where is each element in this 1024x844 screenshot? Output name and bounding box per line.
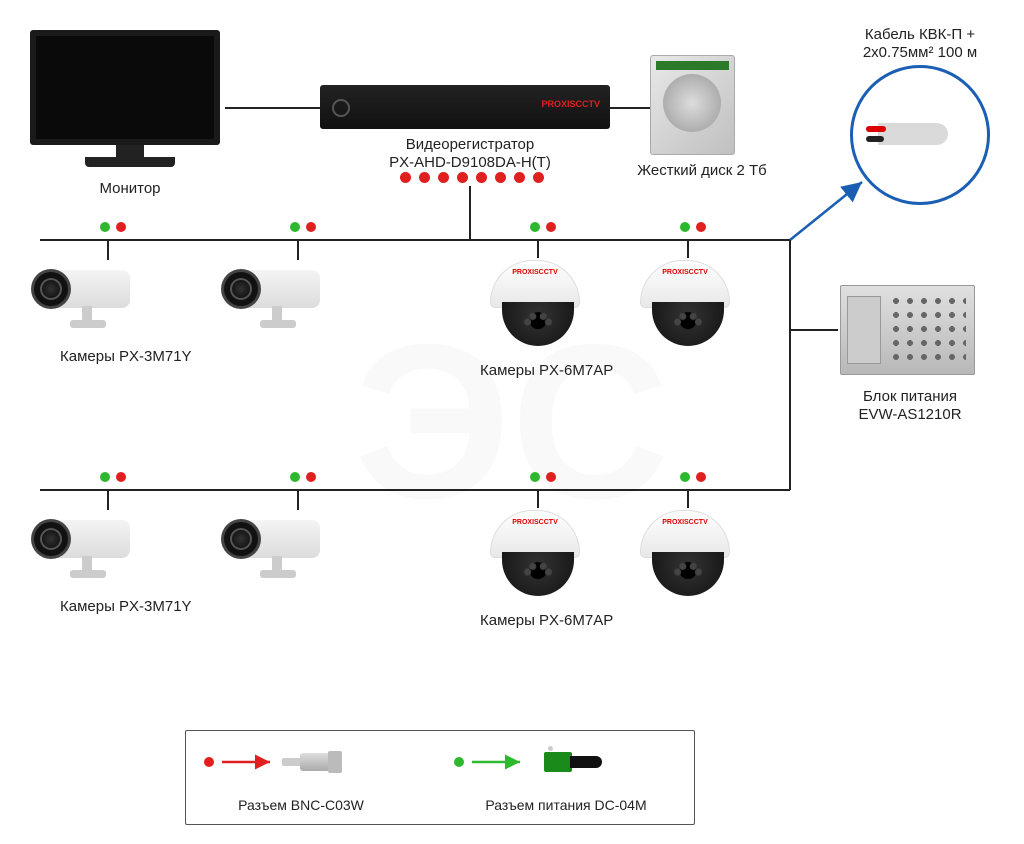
legend-bnc-label: Разъем BNC-C03W (216, 797, 386, 813)
bnc-connector-icon (286, 749, 346, 775)
bullet-camera-icon (230, 520, 350, 580)
connector-dots (680, 472, 706, 482)
dvr-port-dot (438, 172, 449, 183)
dvr-port-dot (495, 172, 506, 183)
legend-arrow-red (222, 754, 278, 770)
dome-camera-icon: PROXISCCTV (640, 260, 735, 355)
dome-camera-icon: PROXISCCTV (490, 510, 585, 605)
connector-dots (290, 472, 316, 482)
dome-label-1: Камеры PX-6M7AP (480, 362, 740, 379)
bullet-label-1: Камеры PX-3M71Y (60, 348, 320, 365)
dome-camera-icon: PROXISCCTV (490, 260, 585, 355)
dome-camera-icon: PROXISCCTV (640, 510, 735, 605)
legend-red-dot (204, 757, 214, 767)
connector-dots (530, 222, 556, 232)
dvr-port-dot (457, 172, 468, 183)
dvr-ports (400, 172, 544, 183)
psu-label-1: Блок питания (830, 388, 990, 405)
psu-icon (840, 285, 975, 375)
dvr-brand: PROXISCCTV (541, 99, 600, 109)
bullet-camera-icon (230, 270, 350, 330)
connector-dots (530, 472, 556, 482)
cable-label-1: Кабель КВК-П + (820, 26, 1020, 43)
connector-dots (100, 222, 126, 232)
dvr-icon: PROXISCCTV (320, 85, 610, 129)
dvr-port-dot (514, 172, 525, 183)
bullet-label-2: Камеры PX-3M71Y (60, 598, 320, 615)
legend-box: Разъем BNC-C03W Разъем питания DC-04M (185, 730, 695, 825)
monitor-icon (30, 30, 230, 180)
dvr-port-dot (533, 172, 544, 183)
dvr-port-dot (400, 172, 411, 183)
legend-arrow-green (472, 754, 528, 770)
dome-label-2: Камеры PX-6M7AP (480, 612, 740, 629)
monitor-label: Монитор (60, 180, 200, 197)
dvr-port-dot (419, 172, 430, 183)
connector-dots (680, 222, 706, 232)
hdd-label: Жесткий диск 2 Тб (622, 162, 782, 179)
cable-circle-icon (850, 65, 990, 205)
dvr-port-dot (476, 172, 487, 183)
diagram-canvas: Монитор PROXISCCTV Видеорегистратор PX-A… (0, 0, 1024, 844)
legend-green-dot (454, 757, 464, 767)
psu-label-2: EVW-AS1210R (830, 406, 990, 423)
bullet-camera-icon (40, 270, 160, 330)
connector-dots (290, 222, 316, 232)
legend-dc-label: Разъем питания DC-04M (456, 797, 676, 813)
dvr-label-2: PX-AHD-D9108DA-H(T) (360, 154, 580, 171)
dc-plug-icon (536, 749, 606, 775)
bullet-camera-icon (40, 520, 160, 580)
cable-label-2: 2x0.75мм² 100 м (820, 44, 1020, 61)
connector-dots (100, 472, 126, 482)
hdd-icon (650, 55, 735, 155)
dvr-label-1: Видеорегистратор (360, 136, 580, 153)
